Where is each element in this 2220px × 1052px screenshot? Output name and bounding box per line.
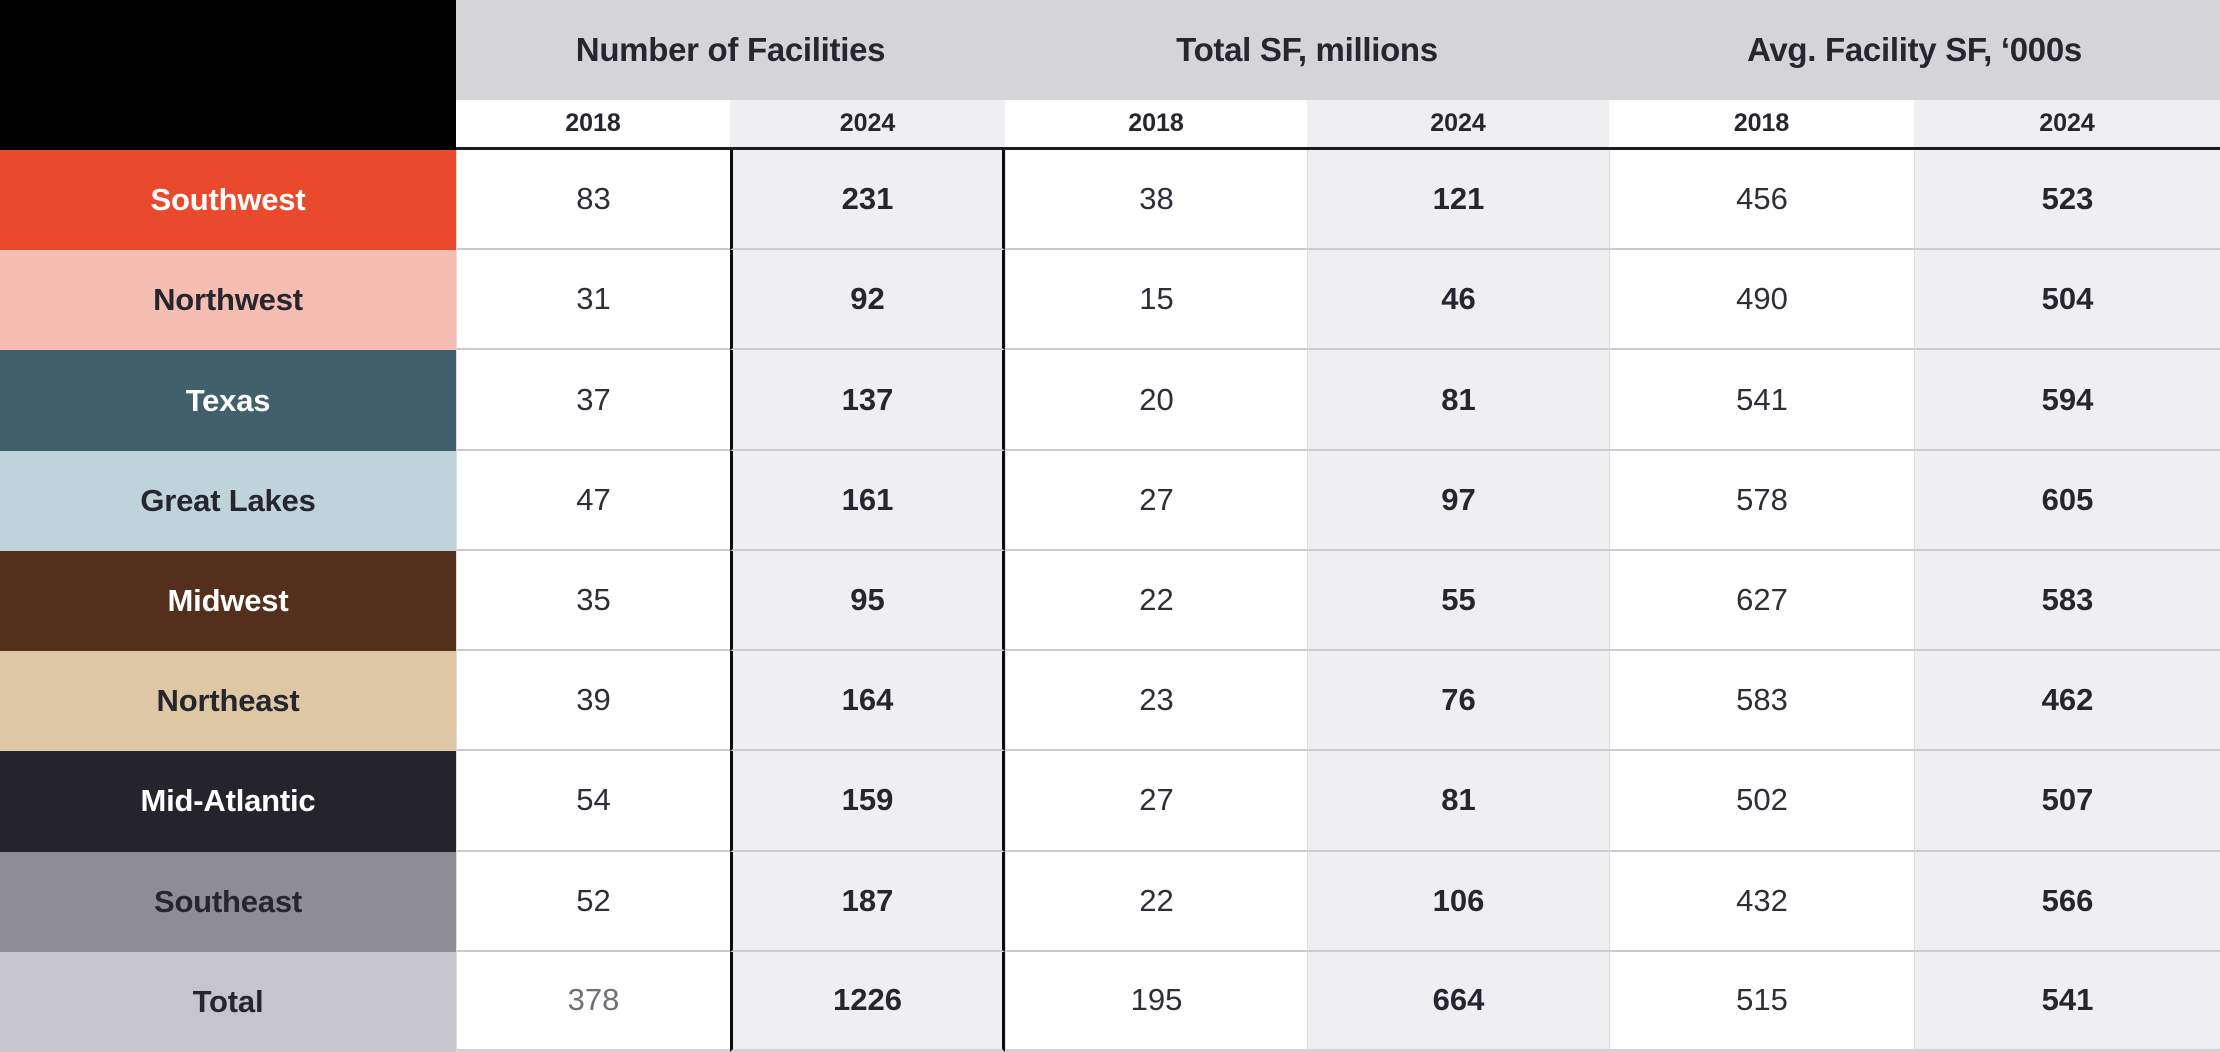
value-cell: 97 <box>1307 450 1609 551</box>
value-cell: 92 <box>730 250 1005 351</box>
value-cell: 490 <box>1609 250 1914 351</box>
value-cell: 187 <box>730 851 1005 952</box>
group-header: Number of Facilities <box>456 0 1005 100</box>
value-cell: 1226 <box>730 951 1005 1052</box>
year-header: 2024 <box>1914 100 2220 150</box>
value-cell: 605 <box>1914 450 2220 551</box>
region-label-cell: Total <box>0 951 456 1052</box>
value-cell: 507 <box>1914 751 2220 852</box>
year-header: 2018 <box>456 100 730 150</box>
year-header: 2018 <box>1005 100 1307 150</box>
value-cell: 378 <box>456 951 730 1052</box>
corner-cell <box>0 0 456 150</box>
value-cell: 523 <box>1914 150 2220 251</box>
value-cell: 195 <box>1005 951 1307 1052</box>
value-cell: 31 <box>456 250 730 351</box>
value-cell: 76 <box>1307 651 1609 752</box>
value-cell: 15 <box>1005 250 1307 351</box>
value-cell: 106 <box>1307 851 1609 952</box>
value-cell: 23 <box>1005 651 1307 752</box>
value-cell: 161 <box>730 450 1005 551</box>
value-cell: 456 <box>1609 150 1914 251</box>
value-cell: 159 <box>730 751 1005 852</box>
region-label-cell: Northeast <box>0 651 456 752</box>
region-label-cell: Great Lakes <box>0 450 456 551</box>
value-cell: 52 <box>456 851 730 952</box>
value-cell: 502 <box>1609 751 1914 852</box>
value-cell: 39 <box>456 651 730 752</box>
region-label-cell: Southeast <box>0 851 456 952</box>
value-cell: 37 <box>456 350 730 451</box>
value-cell: 47 <box>456 450 730 551</box>
value-cell: 22 <box>1005 550 1307 652</box>
value-cell: 95 <box>730 550 1005 652</box>
value-cell: 164 <box>730 651 1005 752</box>
value-cell: 81 <box>1307 751 1609 852</box>
value-cell: 664 <box>1307 951 1609 1052</box>
value-cell: 504 <box>1914 250 2220 351</box>
value-cell: 137 <box>730 350 1005 451</box>
region-label-cell: Midwest <box>0 550 456 652</box>
group-header: Avg. Facility SF, ‘000s <box>1609 0 2220 100</box>
year-header: 2024 <box>1307 100 1609 150</box>
value-cell: 594 <box>1914 350 2220 451</box>
value-cell: 231 <box>730 150 1005 251</box>
year-header: 2024 <box>730 100 1005 150</box>
value-cell: 83 <box>456 150 730 251</box>
value-cell: 54 <box>456 751 730 852</box>
value-cell: 515 <box>1609 951 1914 1052</box>
value-cell: 27 <box>1005 450 1307 551</box>
region-label-cell: Southwest <box>0 150 456 251</box>
value-cell: 583 <box>1914 550 2220 652</box>
value-cell: 35 <box>456 550 730 652</box>
value-cell: 121 <box>1307 150 1609 251</box>
value-cell: 46 <box>1307 250 1609 351</box>
value-cell: 627 <box>1609 550 1914 652</box>
region-label-cell: Texas <box>0 350 456 451</box>
value-cell: 541 <box>1609 350 1914 451</box>
value-cell: 578 <box>1609 450 1914 551</box>
value-cell: 81 <box>1307 350 1609 451</box>
group-header: Total SF, millions <box>1005 0 1609 100</box>
region-label-cell: Northwest <box>0 250 456 351</box>
value-cell: 541 <box>1914 951 2220 1052</box>
region-label-cell: Mid-Atlantic <box>0 751 456 852</box>
year-header: 2018 <box>1609 100 1914 150</box>
value-cell: 462 <box>1914 651 2220 752</box>
value-cell: 20 <box>1005 350 1307 451</box>
value-cell: 55 <box>1307 550 1609 652</box>
value-cell: 583 <box>1609 651 1914 752</box>
value-cell: 38 <box>1005 150 1307 251</box>
value-cell: 27 <box>1005 751 1307 852</box>
value-cell: 566 <box>1914 851 2220 952</box>
value-cell: 22 <box>1005 851 1307 952</box>
value-cell: 432 <box>1609 851 1914 952</box>
